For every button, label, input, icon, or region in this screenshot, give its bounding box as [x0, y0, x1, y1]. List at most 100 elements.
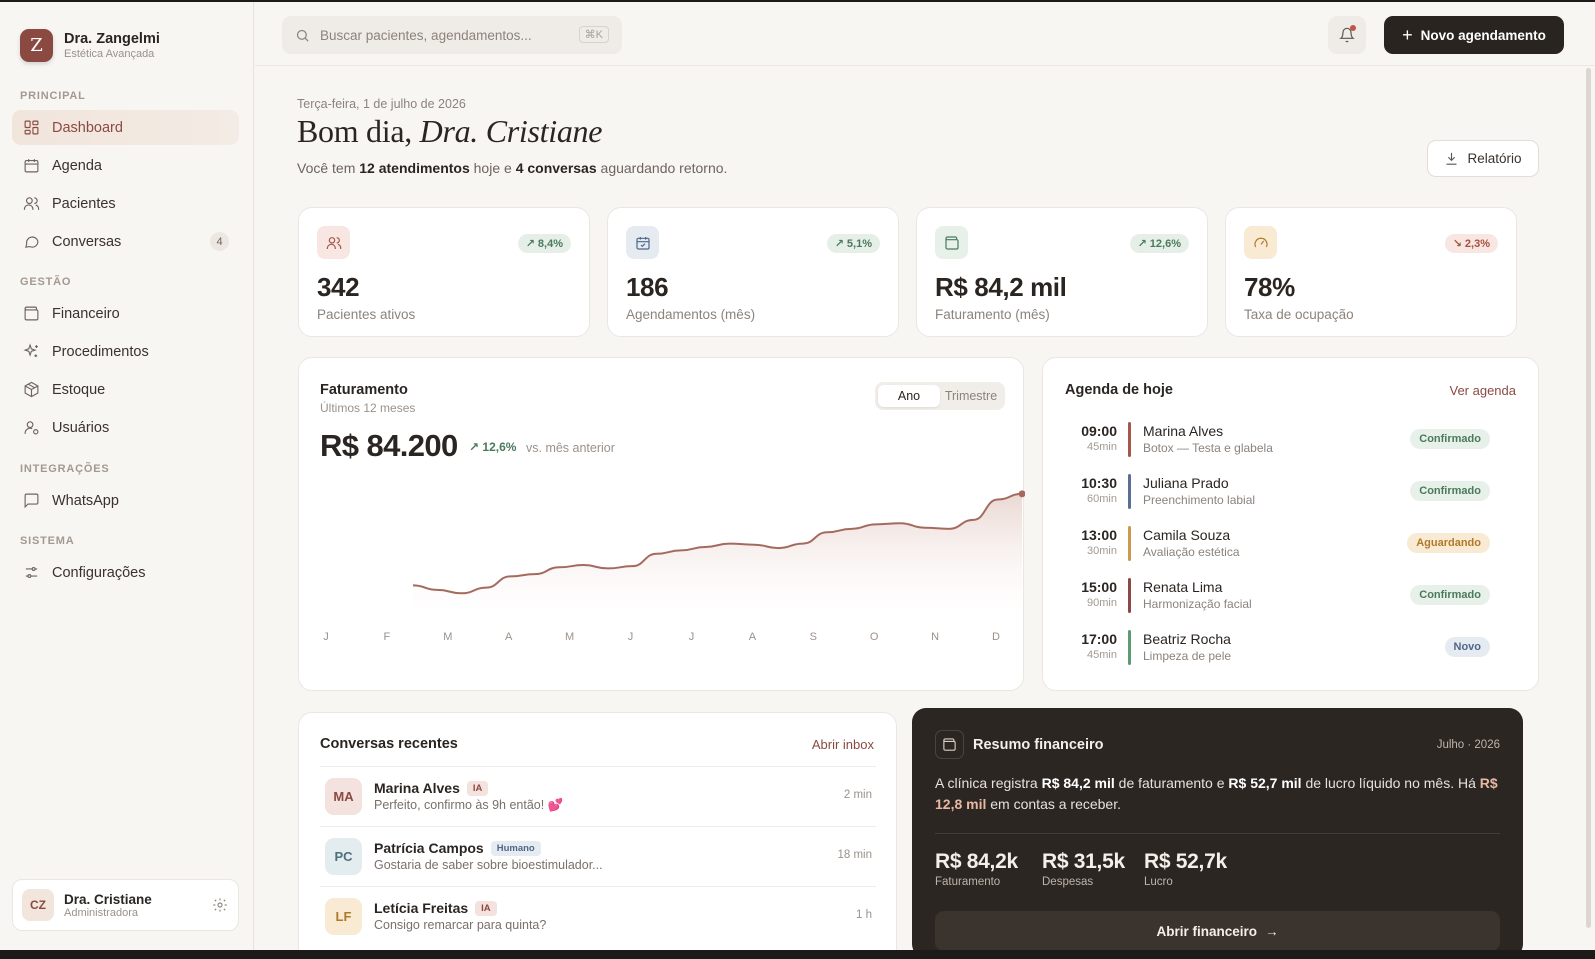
finance-title: Resumo financeiro: [973, 737, 1104, 753]
agenda-item[interactable]: 15:00 90min Renata Lima Harmonização facial…: [1065, 576, 1490, 616]
brand[interactable]: Z Dra. Zangelmi Estética Avançada: [20, 29, 160, 62]
patient-name: Juliana Prado: [1143, 475, 1229, 491]
x-tick-label: J: [689, 631, 695, 643]
agenda-item[interactable]: 17:00 45min Beatriz Rocha Limpeza de pele No…: [1065, 628, 1490, 668]
sidebar-item-dashboard[interactable]: Dashboard: [12, 110, 239, 145]
revenue-subtitle: Últimos 12 meses: [320, 401, 416, 415]
conversation-tag: IA: [466, 780, 489, 796]
greeting: Bom dia,: [297, 113, 412, 149]
summary-text: Você tem: [297, 160, 360, 176]
kpi-card-occupancy[interactable]: ↘ 2,3% 78% Taxa de ocupação: [1225, 207, 1517, 337]
conversation-item[interactable]: LF Letícia Freitas IA Consigo remarcar para…: [320, 886, 876, 946]
section-principal: PRINCIPAL: [20, 90, 86, 102]
conversation-item[interactable]: PC Patrícia Campos Humano Gostaria de saber…: [320, 826, 876, 886]
see-agenda-link[interactable]: Ver agenda: [1449, 383, 1516, 398]
brand-name: Dra. Zangelmi: [64, 31, 160, 47]
report-button[interactable]: Relatório: [1427, 140, 1539, 177]
avatar: LF: [325, 898, 362, 935]
sidebar-item-procedimentos[interactable]: Procedimentos: [12, 334, 239, 369]
avatar: CZ: [22, 889, 54, 921]
toggle-year[interactable]: Ano: [878, 385, 940, 407]
x-tick-label: F: [384, 631, 391, 643]
plus-icon: +: [1402, 25, 1413, 45]
contact-name-text: Patrícia Campos: [374, 840, 484, 856]
revenue-comparison: vs. mês anterior: [526, 441, 615, 455]
contact-name: Patrícia Campos Humano: [374, 840, 541, 856]
current-date: Terça-feira, 1 de julho de 2026: [297, 97, 466, 111]
finance-text: em contas a receber.: [986, 796, 1122, 812]
scrollbar[interactable]: [1586, 68, 1591, 928]
procedure-name: Harmonização facial: [1143, 597, 1252, 611]
kpi-label: Faturamento (mês): [935, 307, 1050, 322]
kpi-card-revenue[interactable]: ↗ 12,6% R$ 84,2 mil Faturamento (mês): [916, 207, 1208, 337]
kpi-card-patients[interactable]: ↗ 8,4% 342 Pacientes ativos: [298, 207, 590, 337]
conversation-item[interactable]: MA Marina Alves IA Perfeito, confirmo às 9h…: [320, 766, 876, 826]
gear-icon[interactable]: [212, 897, 228, 913]
appointment-duration: 90min: [1087, 597, 1117, 609]
appointment-duration: 60min: [1087, 493, 1117, 505]
agenda-item[interactable]: 10:30 60min Juliana Prado Preenchimento lab…: [1065, 472, 1490, 512]
revenue-chart-card: Faturamento Últimos 12 meses Ano Trimest…: [298, 357, 1025, 691]
main-content: Terça-feira, 1 de julho de 2026 Bom dia,…: [255, 67, 1595, 950]
appointment-color-bar: [1128, 578, 1131, 613]
x-tick-label: A: [749, 631, 757, 643]
agenda-item[interactable]: 13:00 30min Camila Souza Avaliação estética…: [1065, 524, 1490, 564]
sidebar-item-pacientes[interactable]: Pacientes: [12, 186, 239, 221]
page-title: Bom dia, Dra. Cristiane: [297, 113, 602, 150]
kpi-card-appointments[interactable]: ↗ 5,1% 186 Agendamentos (mês): [607, 207, 899, 337]
finance-text: de lucro líquido no mês. Há: [1301, 775, 1480, 791]
avatar: PC: [325, 838, 362, 875]
open-inbox-link[interactable]: Abrir inbox: [811, 737, 874, 752]
agenda-title: Agenda de hoje: [1065, 382, 1173, 398]
appointment-time: 17:00: [1081, 631, 1117, 647]
wallet-icon: [935, 226, 968, 259]
agenda-item[interactable]: 09:00 45min Marina Alves Botox — Testa e gl…: [1065, 420, 1490, 460]
toggle-quarter[interactable]: Trimestre: [944, 389, 998, 403]
contact-name-text: Letícia Freitas: [374, 900, 469, 916]
open-finance-button[interactable]: Abrir financeiro →: [935, 911, 1500, 950]
notifications-button[interactable]: [1328, 16, 1366, 54]
open-finance-label: Abrir financeiro: [1156, 923, 1258, 939]
calendar-check-icon: [626, 226, 659, 259]
x-tick-label: N: [931, 631, 939, 643]
finance-description: A clínica registra R$ 84,2 mil de fatura…: [935, 773, 1500, 815]
kpi-value: 78%: [1244, 272, 1295, 302]
user-name: Dra. Cristiane: [64, 891, 152, 907]
message-time: 18 min: [837, 849, 872, 861]
sidebar-item-estoque[interactable]: Estoque: [12, 372, 239, 407]
search-input[interactable]: Buscar pacientes, agendamentos... ⌘K: [282, 16, 622, 54]
sidebar-item-financeiro[interactable]: Financeiro: [12, 296, 239, 331]
new-appointment-button[interactable]: + Novo agendamento: [1384, 16, 1564, 54]
agenda-card: Agenda de hoje Ver agenda 09:00 45min Mari…: [1042, 357, 1539, 691]
sidebar-item-configuracoes[interactable]: Configurações: [12, 555, 239, 590]
revenue-value: R$ 84.200: [320, 428, 458, 463]
conversations-card: Conversas recentes Abrir inbox MA Marina …: [298, 712, 897, 950]
sidebar-item-whatsapp[interactable]: WhatsApp: [12, 483, 239, 518]
greeting-name: Dra. Cristiane: [419, 113, 603, 149]
sidebar-item-label: Pacientes: [52, 195, 116, 212]
x-tick-label: M: [565, 631, 574, 643]
chat-icon: [25, 236, 39, 248]
appointment-time: 10:30: [1081, 475, 1117, 491]
appointment-time: 15:00: [1081, 579, 1117, 595]
message-square-icon: [24, 493, 39, 509]
kpi-delta: ↗ 12,6%: [1129, 234, 1189, 253]
status-badge: Confirmado: [1410, 429, 1490, 449]
dashboard-icon: [24, 120, 39, 135]
sidebar-item-usuarios[interactable]: Usuários: [12, 410, 239, 445]
wallet-icon: [24, 306, 39, 321]
procedure-name: Botox — Testa e glabela: [1143, 441, 1273, 455]
sidebar-item-conversas[interactable]: Conversas 4: [12, 224, 239, 259]
wallet-icon: [935, 730, 964, 759]
user-card[interactable]: CZ Dra. Cristiane Administradora: [12, 879, 239, 931]
kpi-delta-value: 5,1%: [846, 237, 872, 250]
kpi-label: Agendamentos (mês): [626, 307, 756, 322]
revenue-line: [412, 492, 1023, 595]
sidebar-item-agenda[interactable]: Agenda: [12, 148, 239, 183]
period-toggle: Ano Trimestre: [875, 382, 1005, 410]
kpi-delta-value: 2,3%: [1464, 237, 1490, 250]
revenue-last-point[interactable]: [1018, 490, 1025, 498]
last-message: Perfeito, confirmo às 9h então! 💕: [374, 798, 564, 812]
